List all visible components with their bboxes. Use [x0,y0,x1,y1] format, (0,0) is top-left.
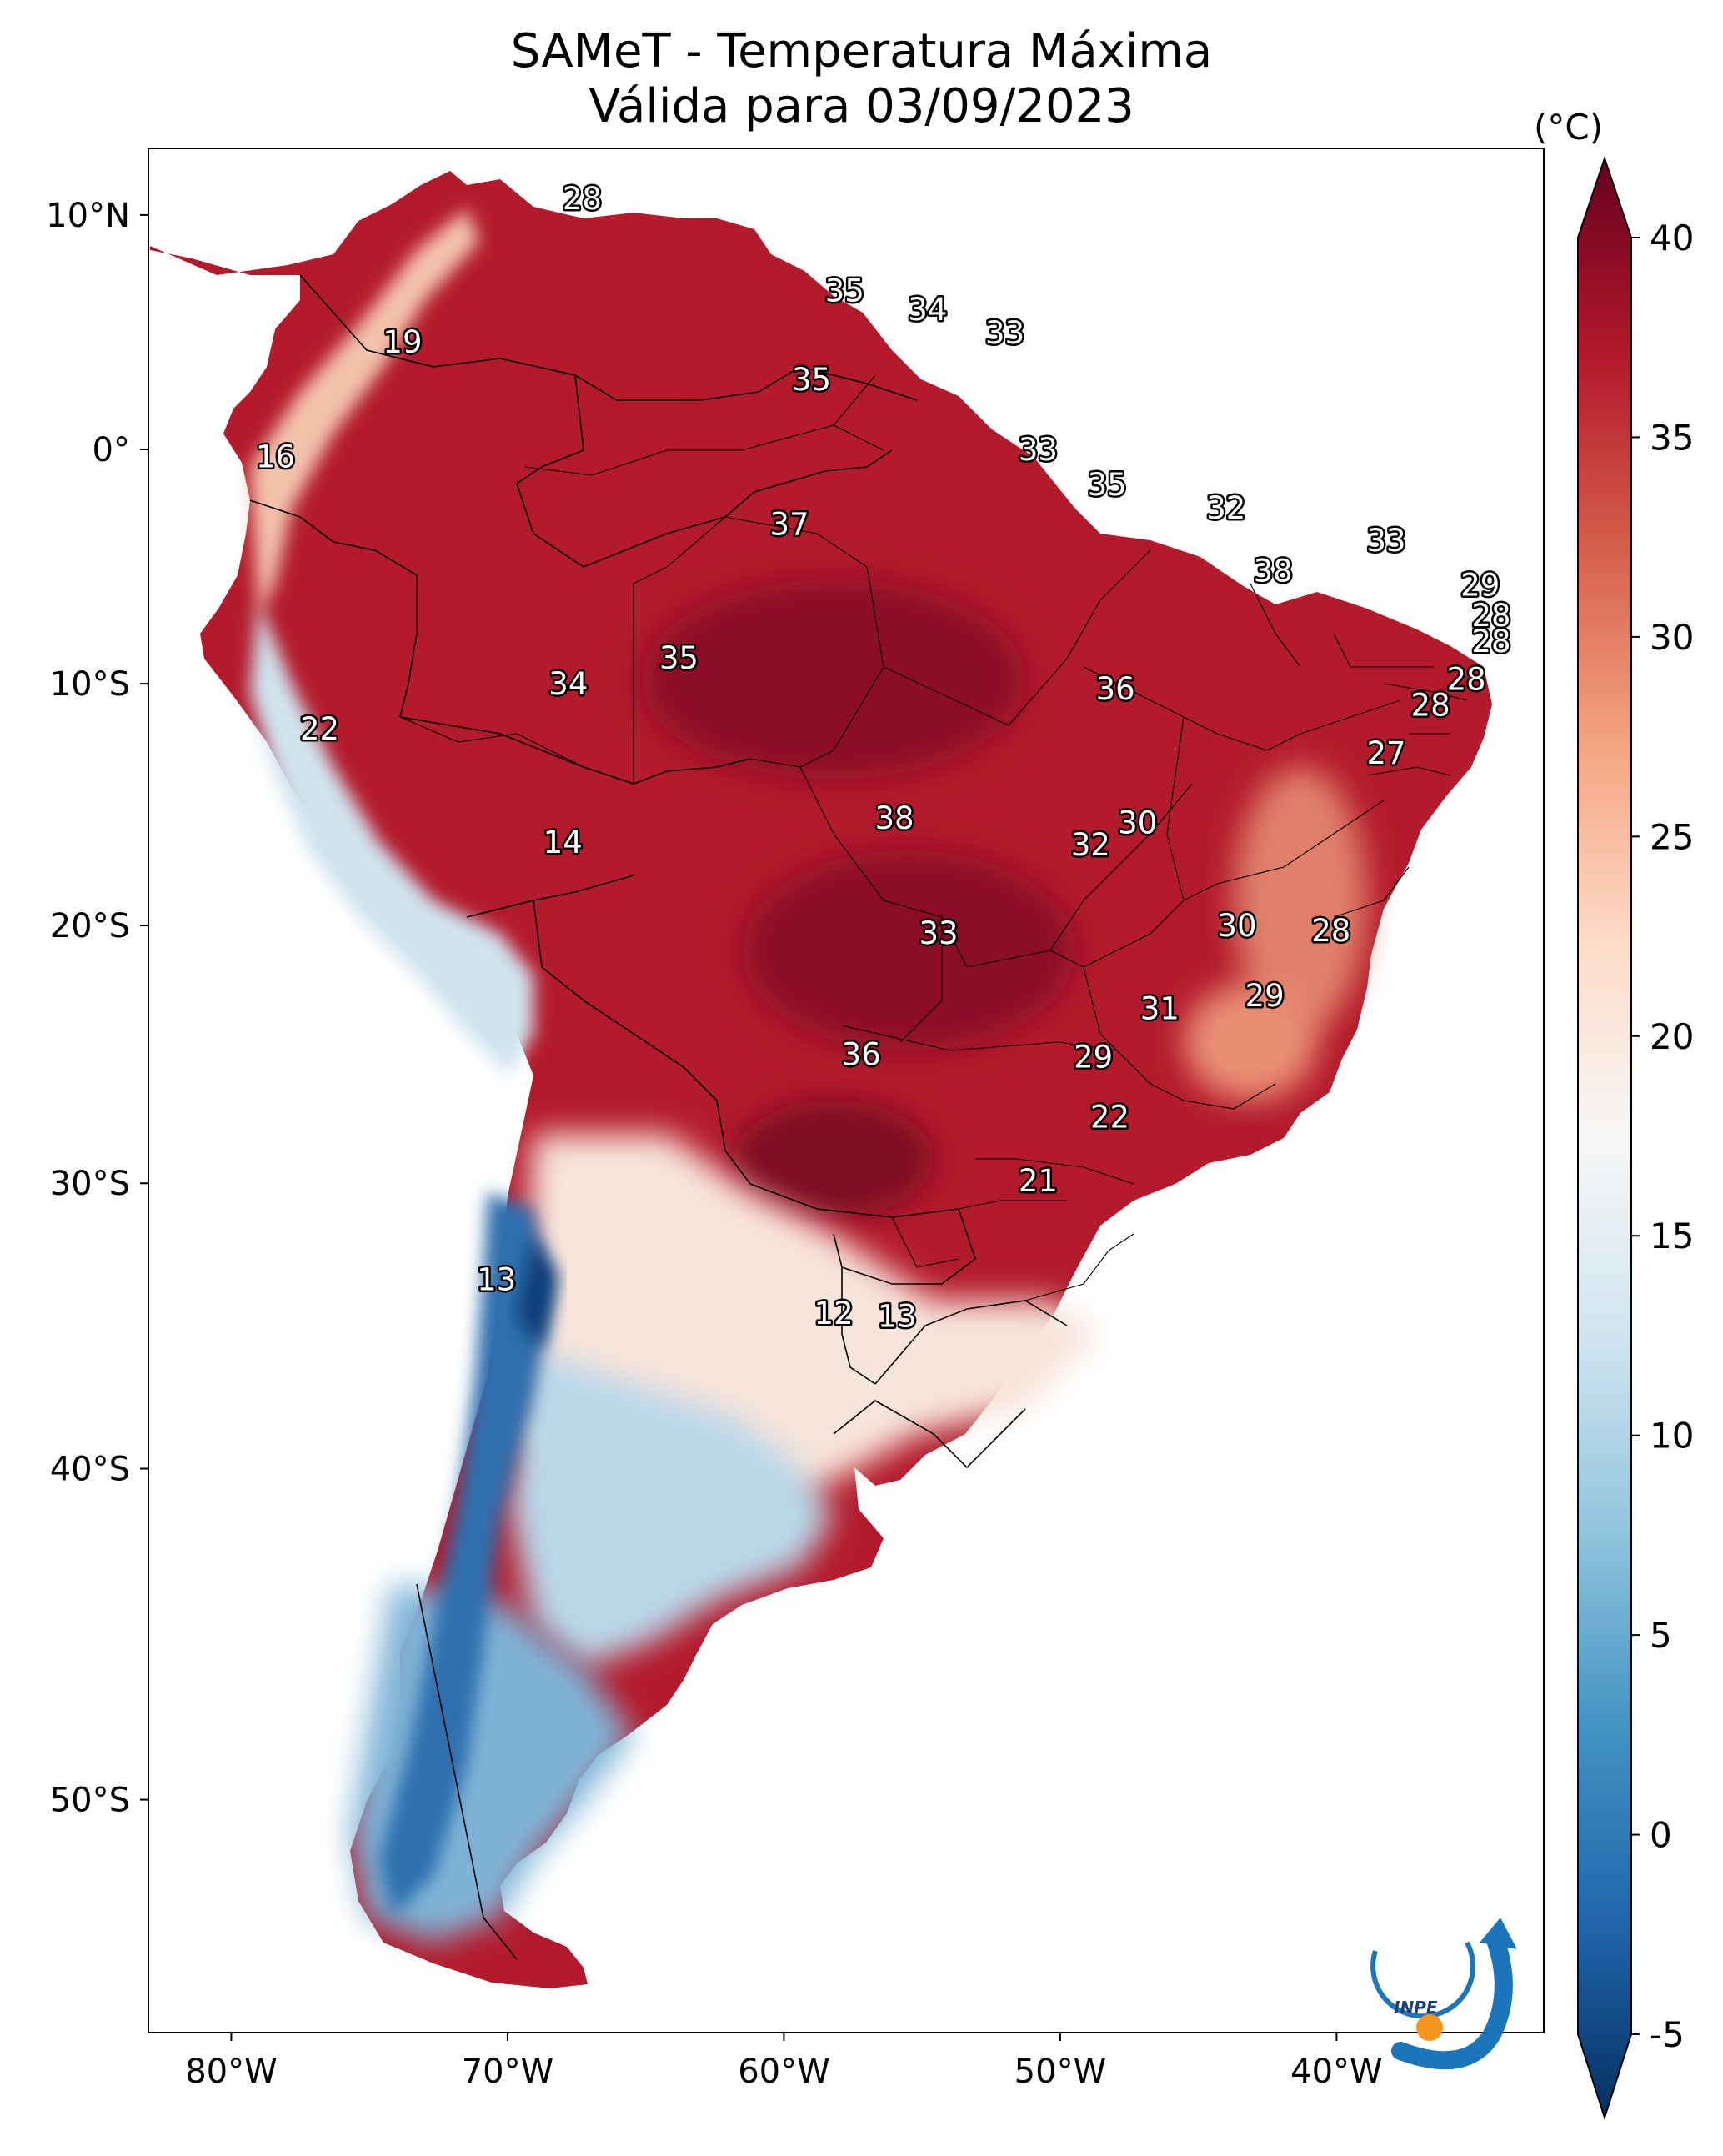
lat-tick-label: 10°N [46,197,130,235]
andes-deep-cold [517,1234,558,1351]
temperature-label: 30 [1218,908,1257,944]
andes-north-cold [250,208,479,617]
temperature-label: 37 [769,507,809,543]
temperature-label: 31 [1140,990,1180,1026]
pampas-cool [508,1351,834,1667]
temperature-label: 28 [1471,598,1510,634]
temperature-label: 34 [548,666,588,702]
temperature-label: 32 [1071,827,1110,863]
state-borders [399,374,1468,1301]
temperature-label: 38 [874,800,914,836]
temperature-label: 30 [1118,805,1157,841]
southeast-mild [1184,984,1317,1101]
inpe-logo: INPE [1370,1918,1517,2070]
temperature-label: 14 [543,825,583,860]
temperature-label: 33 [1019,432,1058,468]
temperature-label: 12 [814,1296,854,1331]
temperature-label: 35 [659,640,699,676]
lat-tick-label: 30°S [50,1165,130,1203]
colorbar: -5 0 5 10 15 20 25 30 35 40 [1577,155,1694,2121]
colorbar-tick-label: 30 [1650,617,1694,658]
logo-arrow [1480,1918,1517,1949]
temperature-label: 38 [1254,554,1293,589]
temperature-label: 28 [1411,688,1450,724]
temperature-label: 28 [563,181,602,217]
map-subtitle: Válida para 03/09/2023 [589,79,1134,133]
axis-ticks: 80°W 70°W 60°W 50°W 40°W 10°N 0° 10°S 20°S 30°S 40… [46,197,1382,2091]
map-area [150,171,1492,1988]
hot-core-center [742,850,1075,1050]
temperature-label: 22 [1090,1099,1129,1135]
temperature-label: 22 [300,711,339,747]
map-frame [148,148,1545,2033]
temperature-label: 13 [477,1261,516,1297]
temperature-label: 27 [1367,735,1406,771]
temperature-label: 21 [1019,1163,1058,1199]
colorbar-tick-label: -5 [1650,2014,1685,2055]
temperature-label: 28 [1471,624,1510,659]
temperature-label: 16 [256,439,295,474]
logo-text: INPE [1394,1998,1438,2018]
lon-tick-label: 50°W [1014,2053,1106,2091]
lat-tick-label: 40°S [50,1451,130,1489]
temperature-label: 28 [1447,661,1486,697]
temperature-label: 19 [383,324,422,360]
lon-tick-label: 80°W [185,2053,277,2091]
colorbar-body [1577,155,1632,2121]
colorbar-tick-label: 15 [1650,1216,1694,1256]
temperature-label: 36 [1096,671,1135,707]
temperature-label: 32 [1206,490,1245,526]
colorbar-units: (°C) [1534,107,1604,148]
logo-arc [1391,1933,1513,2070]
temperature-label: 33 [919,915,959,951]
temperature-label: 33 [1367,523,1406,559]
lat-tick-label: 50°S [50,1782,130,1820]
lat-tick-label: 10°S [50,665,130,704]
map-title: SAMeT - Temperatura Máxima [510,24,1213,78]
andes-peru-cold [250,600,533,1075]
logo-dot [1416,2014,1443,2041]
temperature-label: 33 [985,315,1024,351]
lon-tick-label: 70°W [462,2053,553,2091]
colorbar-tick-label: 40 [1650,218,1694,258]
lon-tick-label: 40°W [1290,2053,1382,2091]
temperature-field [250,208,1367,1943]
hot-core-amazon [642,579,1025,780]
temperature-label: 34 [908,292,947,328]
temperature-label: 13 [878,1298,917,1334]
temperature-label: 35 [792,362,831,398]
temperature-label: 36 [842,1037,881,1073]
temperature-label: 35 [1088,467,1127,503]
colorbar-tick-label: 25 [1650,816,1694,857]
temperature-label: 29 [1245,978,1285,1014]
lat-tick-label: 20°S [50,907,130,945]
lat-tick-label: 0° [93,431,130,469]
colorbar-tick-label: 35 [1650,417,1694,458]
temperature-label: 29 [1460,568,1500,604]
colorbar-tick-label: 5 [1650,1615,1672,1656]
colorbar-tick-label: 0 [1650,1815,1672,1856]
hot-core-paraguay [734,1101,934,1217]
andes-south-cold [379,1192,550,1918]
lon-tick-label: 60°W [738,2053,829,2091]
temperature-label: 28 [1311,913,1350,949]
temperature-label: 29 [1074,1040,1113,1075]
colorbar-ticks: -5 0 5 10 15 20 25 30 35 40 [1631,218,1694,2055]
temperature-label: 35 [825,273,864,308]
colorbar-tick-label: 10 [1650,1416,1694,1457]
colorbar-tick-label: 20 [1650,1016,1694,1057]
